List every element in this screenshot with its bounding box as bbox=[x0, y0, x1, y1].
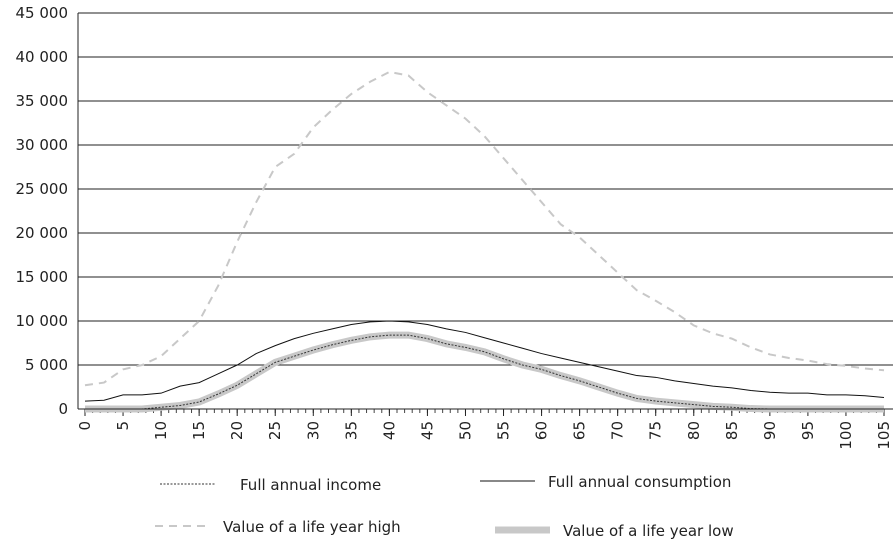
y-tick-label: 25 000 bbox=[16, 180, 69, 198]
x-tick-label: 95 bbox=[799, 421, 817, 440]
x-tick-label: 5 bbox=[114, 421, 132, 431]
x-tick-label: 60 bbox=[533, 421, 551, 440]
x-tick-label: 20 bbox=[228, 421, 246, 440]
y-tick-label: 5 000 bbox=[25, 356, 68, 374]
series-line bbox=[84, 70, 885, 387]
legend-label: Value of a life year low bbox=[563, 522, 734, 540]
x-tick-label: 50 bbox=[456, 421, 474, 440]
x-tick-label: 85 bbox=[723, 421, 741, 440]
y-tick-label: 0 bbox=[58, 400, 68, 418]
y-tick-label: 20 000 bbox=[16, 224, 69, 242]
legend-label: Value of a life year high bbox=[223, 518, 401, 536]
legend-label: Full annual consumption bbox=[548, 473, 731, 491]
x-tick-label: 40 bbox=[380, 421, 398, 440]
x-tick-label: 80 bbox=[685, 421, 703, 440]
x-tick-label: 65 bbox=[571, 421, 589, 440]
y-tick-label: 45 000 bbox=[16, 4, 69, 22]
series-line bbox=[85, 331, 884, 413]
x-tick-label: 70 bbox=[609, 421, 627, 440]
x-tick-label: 45 bbox=[418, 421, 436, 440]
series-line bbox=[84, 320, 885, 402]
x-tick-label: 0 bbox=[76, 421, 94, 431]
x-tick-label: 55 bbox=[495, 421, 513, 440]
y-tick-label: 10 000 bbox=[16, 312, 69, 330]
x-tick-label: 35 bbox=[342, 421, 360, 440]
x-tick-label: 15 bbox=[190, 421, 208, 440]
y-tick-label: 30 000 bbox=[16, 136, 69, 154]
x-tick-label: 25 bbox=[266, 421, 284, 440]
x-tick-label: 30 bbox=[304, 421, 322, 440]
y-tick-label: 35 000 bbox=[16, 92, 69, 110]
x-tick-label: 105 bbox=[875, 421, 893, 450]
y-tick-label: 40 000 bbox=[16, 48, 69, 66]
legend-label: Full annual income bbox=[240, 476, 381, 494]
x-tick-label: 75 bbox=[647, 421, 665, 440]
x-tick-label: 90 bbox=[761, 421, 779, 440]
x-tick-label: 100 bbox=[837, 421, 855, 450]
x-tick-label: 10 bbox=[152, 421, 170, 440]
y-tick-label: 15 000 bbox=[16, 268, 69, 286]
